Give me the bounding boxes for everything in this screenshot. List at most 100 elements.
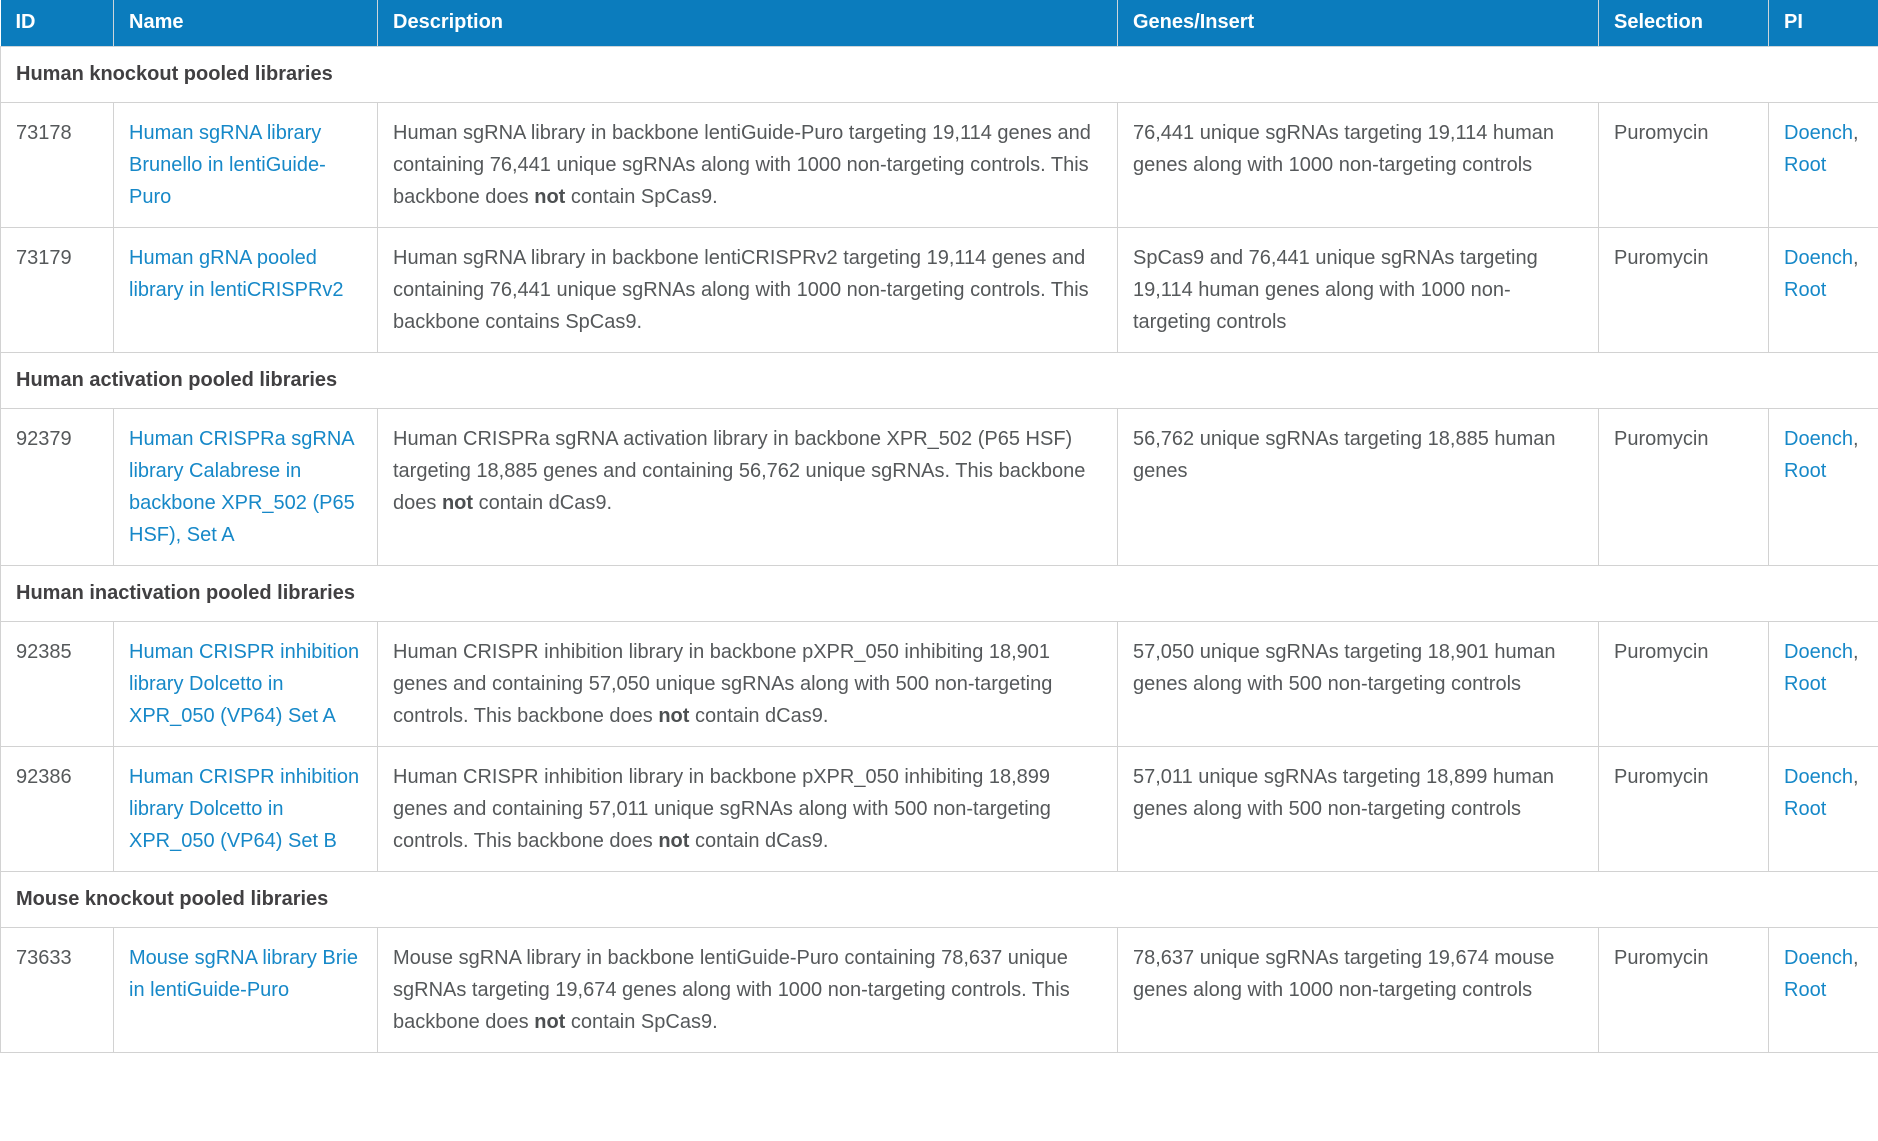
description-bold-text: not (534, 186, 566, 208)
table-row: 92386 Human CRISPR inhibition library Do… (0, 746, 1878, 872)
pi-separator: , (1852, 428, 1859, 450)
description-text: contain SpCas9. (565, 1011, 718, 1033)
pi-link[interactable]: Doench (1784, 247, 1853, 269)
selection-cell: Puromycin (1598, 927, 1769, 1053)
selection-cell: Puromycin (1598, 621, 1769, 747)
description-text: contain dCas9. (473, 492, 613, 514)
pi-separator: , (1852, 766, 1859, 788)
library-name-link[interactable]: Human CRISPR inhibition library Dolcetto… (129, 766, 360, 852)
selection-cell: Puromycin (1598, 746, 1769, 872)
pooled-libraries-table: ID Name Description Genes/Insert Selecti… (0, 0, 1878, 1053)
column-header-genes-insert: Genes/Insert (1117, 0, 1599, 47)
table-row: 73179 Human gRNA pooled library in lenti… (0, 227, 1878, 353)
library-name-cell: Human CRISPRa sgRNA library Calabrese in… (113, 408, 378, 566)
header-row: ID Name Description Genes/Insert Selecti… (0, 0, 1878, 47)
description-text: Mouse sgRNA library in backbone lentiGui… (393, 947, 1070, 1033)
pi-separator: , (1852, 247, 1859, 269)
column-header-id: ID (0, 0, 114, 47)
library-name-cell: Human gRNA pooled library in lentiCRISPR… (113, 227, 378, 353)
library-name-cell: Human CRISPR inhibition library Dolcetto… (113, 621, 378, 747)
pi-cell: Doench, Root (1768, 621, 1878, 747)
section-title: Human inactivation pooled libraries (0, 565, 1878, 622)
pi-link[interactable]: Doench (1784, 641, 1853, 663)
genes-insert-cell: 56,762 unique sgRNAs targeting 18,885 hu… (1117, 408, 1599, 566)
section-title: Human knockout pooled libraries (0, 46, 1878, 103)
section-title: Human activation pooled libraries (0, 352, 1878, 409)
pi-link[interactable]: Root (1784, 673, 1827, 695)
description-text: Human sgRNA library in backbone lentiGui… (393, 122, 1091, 208)
table-row: 73178 Human sgRNA library Brunello in le… (0, 102, 1878, 228)
section-header-row: Human knockout pooled libraries (0, 46, 1878, 103)
selection-cell: Puromycin (1598, 408, 1769, 566)
table-row: 92385 Human CRISPR inhibition library Do… (0, 621, 1878, 747)
library-name-cell: Mouse sgRNA library Brie in lentiGuide-P… (113, 927, 378, 1053)
pi-cell: Doench, Root (1768, 102, 1878, 228)
description-cell: Human CRISPRa sgRNA activation library i… (377, 408, 1118, 566)
table-header: ID Name Description Genes/Insert Selecti… (0, 0, 1878, 47)
column-header-pi: PI (1768, 0, 1878, 47)
description-text: contain SpCas9. (565, 186, 718, 208)
pi-separator: , (1852, 641, 1859, 663)
plasmid-id-cell: 92385 (0, 621, 114, 747)
description-cell: Human CRISPR inhibition library in backb… (377, 746, 1118, 872)
selection-cell: Puromycin (1598, 102, 1769, 228)
pi-link[interactable]: Root (1784, 460, 1827, 482)
pi-cell: Doench, Root (1768, 408, 1878, 566)
plasmid-id-cell: 92386 (0, 746, 114, 872)
genes-insert-cell: 57,011 unique sgRNAs targeting 18,899 hu… (1117, 746, 1599, 872)
pi-link[interactable]: Root (1784, 979, 1827, 1001)
pi-link[interactable]: Doench (1784, 947, 1853, 969)
section-header-row: Mouse knockout pooled libraries (0, 871, 1878, 928)
column-header-name: Name (113, 0, 378, 47)
plasmid-id-cell: 73179 (0, 227, 114, 353)
description-cell: Mouse sgRNA library in backbone lentiGui… (377, 927, 1118, 1053)
pi-link[interactable]: Doench (1784, 766, 1853, 788)
pi-link[interactable]: Root (1784, 798, 1827, 820)
description-text: contain dCas9. (689, 830, 829, 852)
library-name-cell: Human sgRNA library Brunello in lentiGui… (113, 102, 378, 228)
column-header-selection: Selection (1598, 0, 1769, 47)
description-text: Human CRISPR inhibition library in backb… (393, 766, 1051, 852)
description-cell: Human sgRNA library in backbone lentiGui… (377, 102, 1118, 228)
section-header-row: Human inactivation pooled libraries (0, 565, 1878, 622)
description-bold-text: not (441, 492, 474, 514)
pi-separator: , (1852, 122, 1859, 144)
table-row: 73633 Mouse sgRNA library Brie in lentiG… (0, 927, 1878, 1053)
description-text: Human sgRNA library in backbone lentiCRI… (393, 247, 1089, 333)
description-text: Human CRISPRa sgRNA activation library i… (393, 428, 1086, 514)
pi-link[interactable]: Doench (1784, 122, 1853, 144)
genes-insert-cell: SpCas9 and 76,441 unique sgRNAs targetin… (1117, 227, 1599, 353)
pi-link[interactable]: Root (1784, 279, 1827, 301)
pi-separator: , (1852, 947, 1859, 969)
pi-link[interactable]: Root (1784, 154, 1827, 176)
description-bold-text: not (658, 830, 690, 852)
plasmid-id-cell: 73178 (0, 102, 114, 228)
plasmid-id-cell: 92379 (0, 408, 114, 566)
pooled-libraries-table-container: ID Name Description Genes/Insert Selecti… (0, 0, 1878, 1053)
pi-link[interactable]: Doench (1784, 428, 1853, 450)
pi-cell: Doench, Root (1768, 746, 1878, 872)
section-header-row: Human activation pooled libraries (0, 352, 1878, 409)
description-bold-text: not (534, 1011, 566, 1033)
genes-insert-cell: 57,050 unique sgRNAs targeting 18,901 hu… (1117, 621, 1599, 747)
table-row: 92379 Human CRISPRa sgRNA library Calabr… (0, 408, 1878, 566)
library-name-link[interactable]: Mouse sgRNA library Brie in lentiGuide-P… (129, 947, 358, 1001)
library-name-link[interactable]: Human CRISPR inhibition library Dolcetto… (129, 641, 360, 727)
description-cell: Human CRISPR inhibition library in backb… (377, 621, 1118, 747)
plasmid-id-cell: 73633 (0, 927, 114, 1053)
pi-cell: Doench, Root (1768, 227, 1878, 353)
library-name-link[interactable]: Human CRISPRa sgRNA library Calabrese in… (129, 428, 355, 546)
library-name-link[interactable]: Human sgRNA library Brunello in lentiGui… (129, 122, 326, 208)
selection-cell: Puromycin (1598, 227, 1769, 353)
pi-cell: Doench, Root (1768, 927, 1878, 1053)
description-text: Human CRISPR inhibition library in backb… (393, 641, 1053, 727)
library-name-link[interactable]: Human gRNA pooled library in lentiCRISPR… (129, 247, 344, 301)
description-bold-text: not (658, 705, 690, 727)
genes-insert-cell: 76,441 unique sgRNAs targeting 19,114 hu… (1117, 102, 1599, 228)
column-header-description: Description (377, 0, 1118, 47)
section-title: Mouse knockout pooled libraries (0, 871, 1878, 928)
description-text: contain dCas9. (689, 705, 829, 727)
library-name-cell: Human CRISPR inhibition library Dolcetto… (113, 746, 378, 872)
genes-insert-cell: 78,637 unique sgRNAs targeting 19,674 mo… (1117, 927, 1599, 1053)
description-cell: Human sgRNA library in backbone lentiCRI… (377, 227, 1118, 353)
